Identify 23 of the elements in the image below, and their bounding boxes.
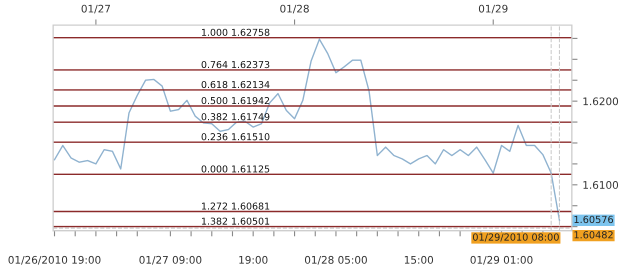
x-tick-label: 01/29 01:00 [470, 256, 532, 265]
ref-line-label: 0.000 1.61125 [202, 165, 270, 173]
ref-line-label: 0.382 1.61749 [202, 113, 270, 120]
ref-line-label: 0.500 1.61942 [202, 97, 270, 104]
ref-line-label: 1.272 1.60681 [202, 202, 270, 210]
ref-line-label: 0.236 1.61510 [202, 133, 270, 140]
x-tick-label: 01/26/2010 19:00 [8, 256, 100, 265]
x2-tick-label: 01/27 [82, 4, 110, 14]
x-tick-label: 01/27 09:00 [139, 256, 202, 265]
x-tick-label: 01/28 05:00 [304, 256, 367, 265]
x2-tick-label: 01/29 [478, 4, 508, 14]
ref-line-label: 1.382 1.60501 [202, 218, 270, 225]
ref-line-label: 0.764 1.62373 [202, 60, 270, 68]
ref-line-label: 0.618 1.62134 [202, 80, 270, 88]
y-tick-label: 1.6200 [583, 97, 618, 106]
y-tick-label: 1.6100 [583, 181, 618, 189]
ref-line-label: 1.000 1.62758 [202, 28, 270, 36]
ref-line-label: 1.60482 [574, 231, 613, 238]
x-tick-label: 19:00 [239, 256, 268, 264]
x-tick-label: 15:00 [404, 256, 434, 264]
ref-line-label: 01/29/2010 08:00 [472, 233, 559, 242]
annotation: 1.60576 [574, 216, 614, 224]
x2-tick-label: 01/28 [280, 4, 309, 14]
